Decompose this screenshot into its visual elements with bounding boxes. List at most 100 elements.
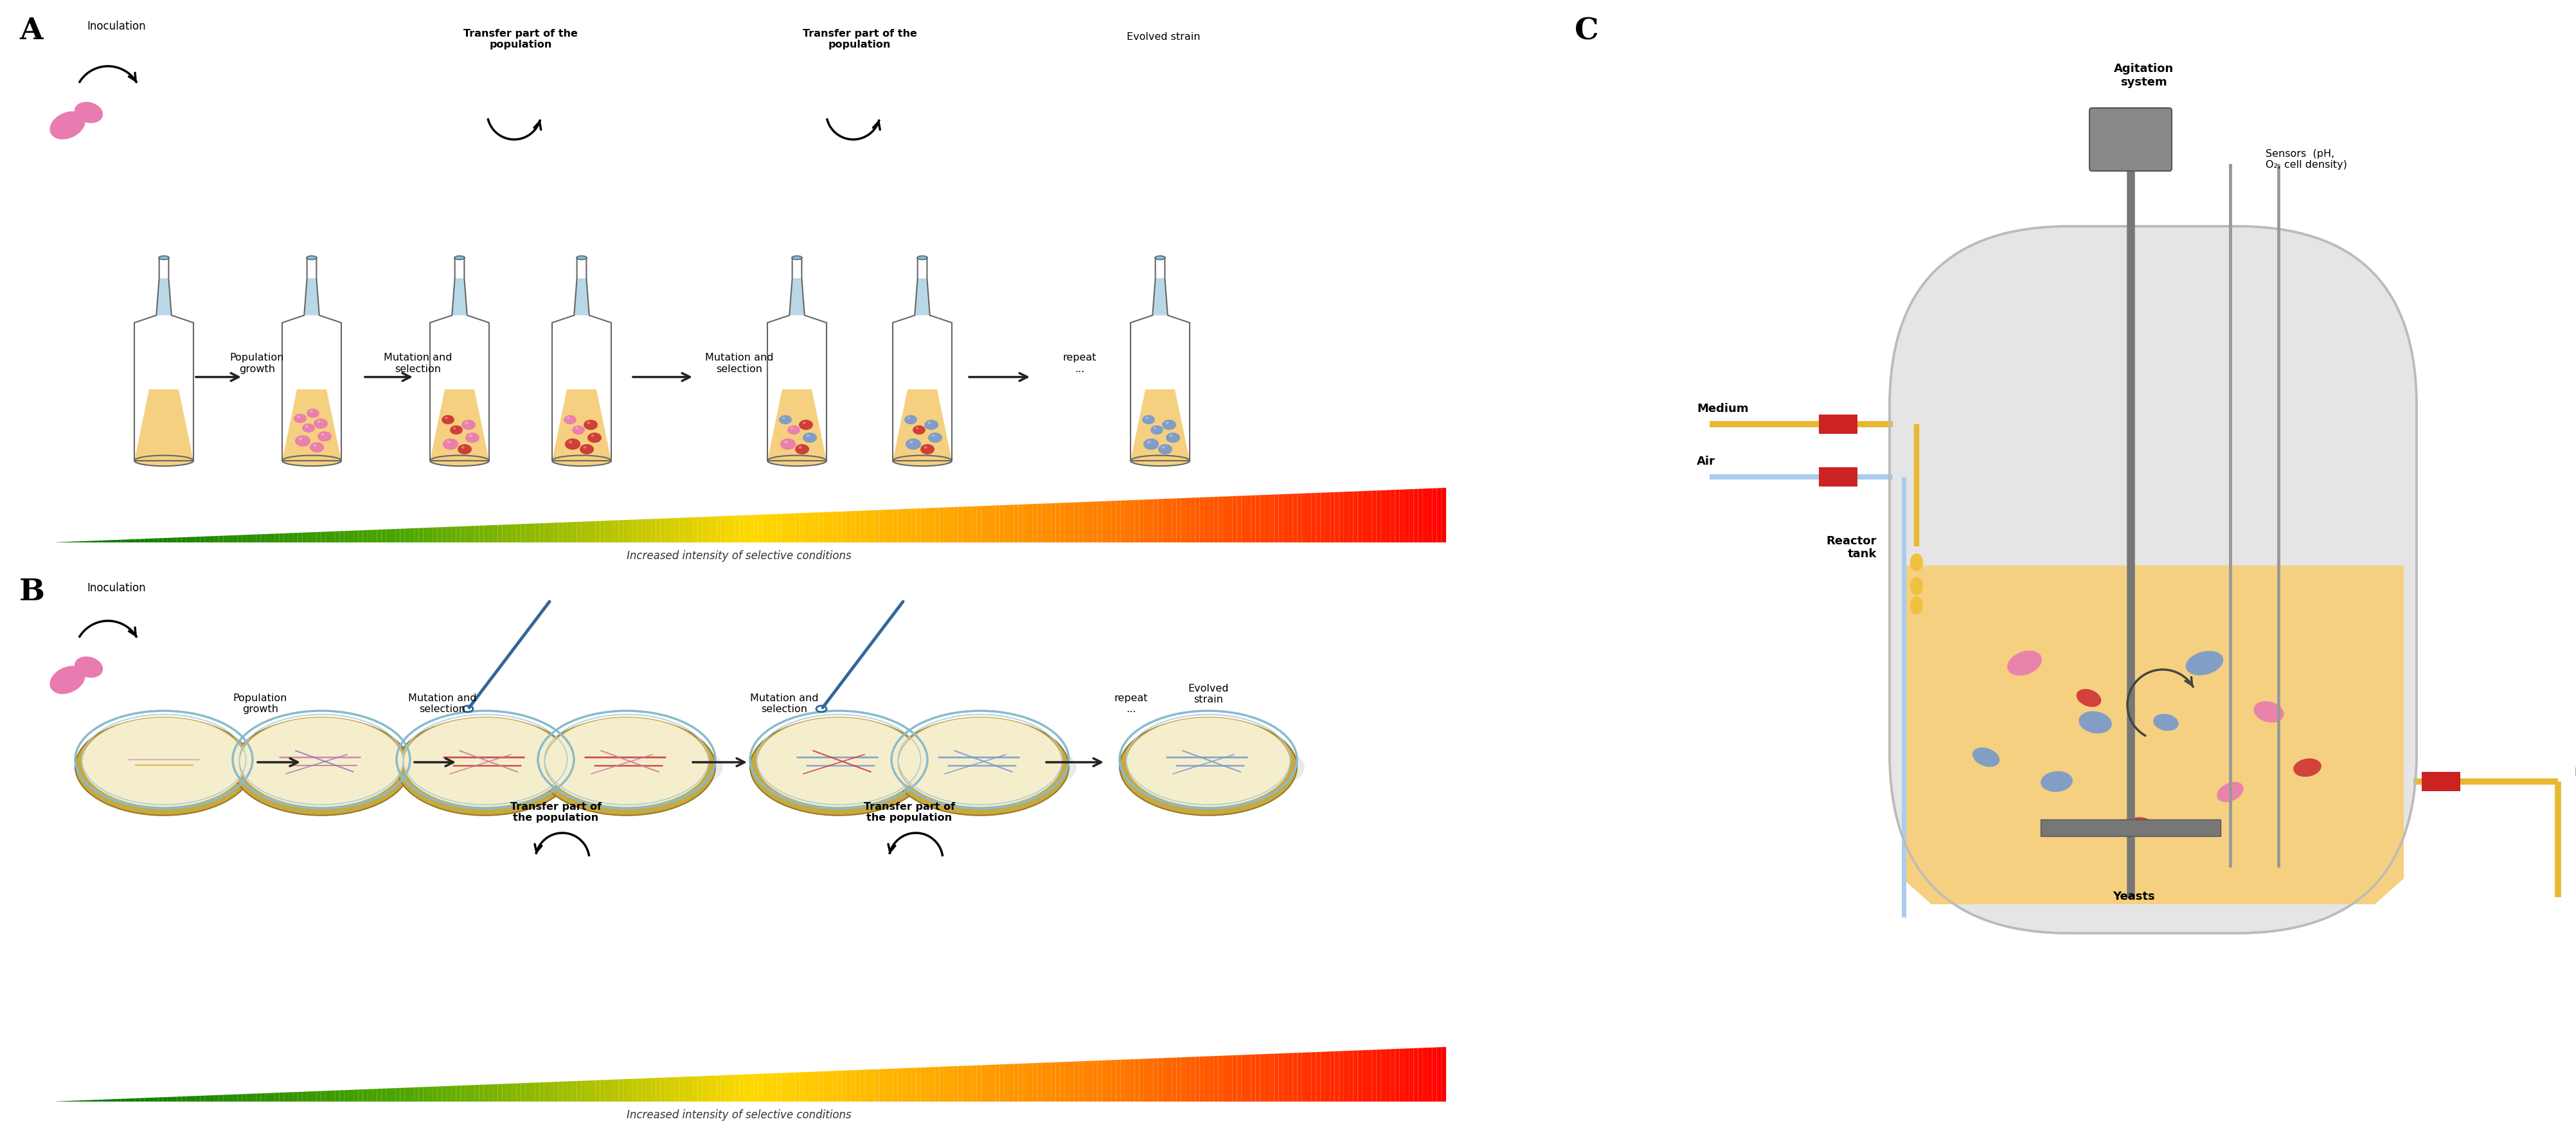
Polygon shape <box>1087 502 1092 543</box>
Polygon shape <box>340 531 345 543</box>
Polygon shape <box>943 1066 948 1101</box>
Polygon shape <box>1023 504 1028 543</box>
Polygon shape <box>832 1071 837 1101</box>
Polygon shape <box>131 1098 134 1101</box>
Polygon shape <box>348 1090 353 1101</box>
Polygon shape <box>1079 502 1084 543</box>
Ellipse shape <box>2125 817 2156 837</box>
Polygon shape <box>819 512 824 543</box>
Ellipse shape <box>299 437 301 440</box>
Polygon shape <box>554 1082 559 1101</box>
Polygon shape <box>768 515 773 543</box>
Ellipse shape <box>564 438 580 449</box>
Polygon shape <box>1419 489 1422 543</box>
Polygon shape <box>157 278 173 315</box>
Text: A: A <box>18 16 44 46</box>
Ellipse shape <box>49 665 85 694</box>
Ellipse shape <box>1131 455 1190 466</box>
Polygon shape <box>1270 494 1275 543</box>
Ellipse shape <box>551 455 611 466</box>
Polygon shape <box>348 530 353 543</box>
Polygon shape <box>1324 1052 1329 1101</box>
Polygon shape <box>1347 1051 1352 1101</box>
Ellipse shape <box>791 427 793 429</box>
Ellipse shape <box>461 446 464 448</box>
Polygon shape <box>1038 503 1041 543</box>
Text: Mutation and
selection: Mutation and selection <box>750 694 819 714</box>
Polygon shape <box>1157 1058 1162 1101</box>
Polygon shape <box>1345 1051 1347 1101</box>
Polygon shape <box>850 1070 855 1101</box>
Polygon shape <box>549 1082 554 1101</box>
Polygon shape <box>404 528 410 543</box>
Polygon shape <box>860 1070 866 1101</box>
Polygon shape <box>451 1085 456 1101</box>
Polygon shape <box>894 390 953 461</box>
Ellipse shape <box>1159 444 1172 455</box>
Polygon shape <box>229 535 232 543</box>
Ellipse shape <box>307 256 317 260</box>
Polygon shape <box>98 540 103 543</box>
Polygon shape <box>1162 499 1167 543</box>
Text: Air: Air <box>1698 456 1716 467</box>
Polygon shape <box>567 522 572 543</box>
Polygon shape <box>750 1074 752 1101</box>
Polygon shape <box>716 516 721 543</box>
Polygon shape <box>1376 1049 1381 1101</box>
Polygon shape <box>544 1082 549 1101</box>
Polygon shape <box>999 506 1005 543</box>
Polygon shape <box>729 516 734 543</box>
Polygon shape <box>1381 490 1386 543</box>
Polygon shape <box>652 519 657 543</box>
Polygon shape <box>410 528 415 543</box>
Polygon shape <box>371 1089 376 1101</box>
Ellipse shape <box>469 435 471 437</box>
Polygon shape <box>1283 1053 1288 1101</box>
Polygon shape <box>191 1096 196 1101</box>
Polygon shape <box>1316 1052 1321 1101</box>
Polygon shape <box>88 1100 93 1101</box>
Polygon shape <box>1185 498 1190 543</box>
Ellipse shape <box>2293 759 2321 777</box>
Text: Inoculation: Inoculation <box>88 20 147 33</box>
Polygon shape <box>531 524 536 543</box>
Polygon shape <box>1172 1057 1177 1101</box>
Polygon shape <box>1904 565 2403 904</box>
Polygon shape <box>397 1088 399 1101</box>
Polygon shape <box>752 1074 757 1101</box>
Polygon shape <box>1018 1064 1023 1101</box>
Polygon shape <box>683 1076 688 1101</box>
Polygon shape <box>796 1072 801 1101</box>
Ellipse shape <box>2079 712 2112 733</box>
Polygon shape <box>88 540 93 543</box>
Polygon shape <box>363 530 368 543</box>
Polygon shape <box>976 506 981 543</box>
Text: Yeasts: Yeasts <box>2112 891 2156 902</box>
Polygon shape <box>1391 1049 1396 1101</box>
Polygon shape <box>1301 493 1306 543</box>
Polygon shape <box>526 1083 531 1101</box>
Polygon shape <box>703 1076 706 1101</box>
Polygon shape <box>693 517 698 543</box>
Polygon shape <box>788 278 804 315</box>
Text: Reactor
tank: Reactor tank <box>1826 535 1878 560</box>
Polygon shape <box>206 1096 209 1101</box>
Ellipse shape <box>322 434 325 436</box>
Polygon shape <box>1381 1049 1386 1101</box>
Polygon shape <box>804 512 809 543</box>
Polygon shape <box>917 508 920 543</box>
Polygon shape <box>768 390 827 461</box>
Polygon shape <box>157 1097 162 1101</box>
Polygon shape <box>247 535 252 543</box>
Polygon shape <box>515 1083 520 1101</box>
Polygon shape <box>433 527 438 543</box>
Polygon shape <box>1345 492 1347 543</box>
Polygon shape <box>178 537 180 543</box>
Polygon shape <box>1046 503 1051 543</box>
Polygon shape <box>1005 1064 1010 1101</box>
Polygon shape <box>340 1090 345 1101</box>
Polygon shape <box>489 1084 492 1101</box>
Polygon shape <box>162 1097 167 1101</box>
Polygon shape <box>819 1071 824 1101</box>
Polygon shape <box>1195 498 1200 543</box>
